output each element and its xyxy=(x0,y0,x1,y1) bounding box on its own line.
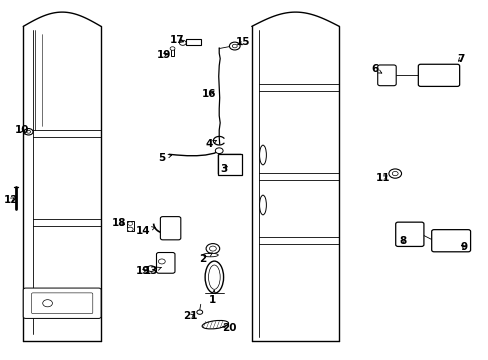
Ellipse shape xyxy=(259,145,266,165)
Circle shape xyxy=(127,222,132,225)
Ellipse shape xyxy=(202,320,228,329)
Text: 17: 17 xyxy=(170,35,184,45)
FancyBboxPatch shape xyxy=(23,288,101,319)
Text: 16: 16 xyxy=(202,89,216,99)
Text: 20: 20 xyxy=(221,323,236,333)
Circle shape xyxy=(229,42,240,50)
Bar xyxy=(170,49,174,56)
Ellipse shape xyxy=(204,261,223,293)
Text: 5: 5 xyxy=(158,153,171,163)
Circle shape xyxy=(205,244,219,253)
Circle shape xyxy=(179,40,186,45)
Text: 4: 4 xyxy=(205,139,216,149)
Circle shape xyxy=(27,130,30,133)
Text: 19: 19 xyxy=(156,50,171,60)
FancyBboxPatch shape xyxy=(31,293,93,314)
Ellipse shape xyxy=(259,195,266,215)
Text: 10: 10 xyxy=(15,125,29,135)
Circle shape xyxy=(209,246,216,251)
Circle shape xyxy=(391,171,397,176)
Text: 7: 7 xyxy=(456,54,464,64)
Text: 11: 11 xyxy=(375,173,389,183)
Circle shape xyxy=(215,148,223,154)
FancyBboxPatch shape xyxy=(431,230,469,252)
FancyBboxPatch shape xyxy=(377,65,395,86)
FancyBboxPatch shape xyxy=(395,222,423,247)
Text: 3: 3 xyxy=(220,164,227,174)
Circle shape xyxy=(232,44,237,48)
Circle shape xyxy=(388,169,401,178)
Circle shape xyxy=(158,259,165,264)
FancyBboxPatch shape xyxy=(417,64,459,86)
Text: 19: 19 xyxy=(136,266,150,276)
Circle shape xyxy=(42,300,52,307)
Text: 9: 9 xyxy=(460,242,467,252)
Bar xyxy=(126,221,133,231)
Ellipse shape xyxy=(202,253,218,257)
Text: 8: 8 xyxy=(398,237,406,247)
Circle shape xyxy=(170,47,175,50)
Text: 13: 13 xyxy=(143,266,161,276)
Bar xyxy=(186,39,201,45)
FancyBboxPatch shape xyxy=(156,252,175,273)
Text: 6: 6 xyxy=(370,64,381,74)
Circle shape xyxy=(147,266,155,271)
Text: 12: 12 xyxy=(4,195,19,204)
Text: 14: 14 xyxy=(136,226,155,236)
Text: 15: 15 xyxy=(236,37,250,48)
Ellipse shape xyxy=(208,265,220,289)
Text: 2: 2 xyxy=(199,253,212,264)
Text: 21: 21 xyxy=(183,311,197,321)
Circle shape xyxy=(127,227,133,231)
Circle shape xyxy=(197,310,202,314)
Text: 18: 18 xyxy=(112,218,126,228)
Bar xyxy=(218,154,241,175)
FancyBboxPatch shape xyxy=(160,217,181,240)
Text: 1: 1 xyxy=(209,290,216,305)
Circle shape xyxy=(24,129,33,135)
